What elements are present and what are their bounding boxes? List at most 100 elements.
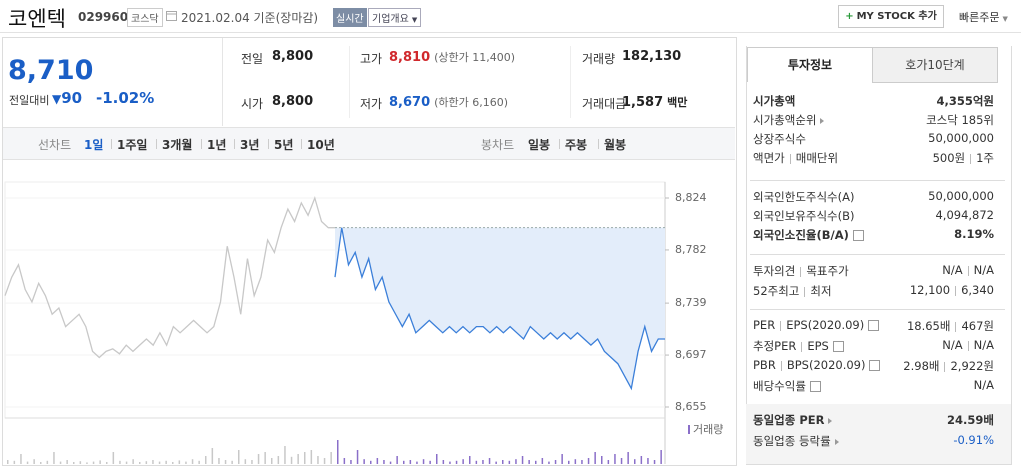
volume-bar xyxy=(290,456,293,464)
volume-bar xyxy=(264,452,266,464)
period-tab[interactable]: 1일 xyxy=(84,138,104,152)
help-icon xyxy=(868,320,880,331)
value-part: 18.65배 xyxy=(906,319,951,333)
volume-bar xyxy=(521,456,524,464)
volume-bar xyxy=(251,460,253,464)
candle-tab[interactable]: 주봉 xyxy=(565,138,588,152)
candle-tab[interactable]: 일봉 xyxy=(528,138,551,152)
tab-separator xyxy=(268,139,269,149)
volume-bar xyxy=(125,461,128,464)
period-tab[interactable]: 10년 xyxy=(307,138,335,152)
value: 8,800 xyxy=(272,94,314,109)
volume-bar xyxy=(383,460,385,464)
price-divider xyxy=(222,38,223,126)
period-tab[interactable]: 5년 xyxy=(274,138,294,152)
section-divider xyxy=(750,180,1005,181)
volume-bar xyxy=(356,450,359,464)
info-value: 18.65배 467원 xyxy=(907,318,994,334)
value: 8,800 xyxy=(272,49,314,64)
summary-label: 저가 xyxy=(360,97,383,111)
summary-value: 8,800 xyxy=(272,94,313,109)
company-info-button[interactable]: 기업개요 ▼ xyxy=(368,8,422,27)
info-label: 액면가 매매단위 xyxy=(753,150,838,166)
label-part: 매매단위 xyxy=(795,151,839,165)
value: 1,587 xyxy=(622,95,664,110)
separator xyxy=(780,320,782,331)
summary-value: 8,670 (하한가 6,160) xyxy=(389,94,508,110)
volume-bar xyxy=(59,461,62,464)
period-tab[interactable]: 1년 xyxy=(207,138,227,152)
mystock-button[interactable]: + MY STOCK 추가 xyxy=(838,5,944,28)
value-part: N/A xyxy=(973,338,994,352)
volume-bar xyxy=(198,460,200,464)
volume-bar xyxy=(370,460,372,464)
extra: (상한가 11,400) xyxy=(434,51,516,64)
volume-bar xyxy=(607,460,610,464)
volume-bar xyxy=(620,458,623,464)
candle-tab[interactable]: 월봉 xyxy=(604,138,627,152)
info-value: 50,000,000 xyxy=(928,189,994,203)
info-label: 외국인한도주식수(A) xyxy=(753,189,854,205)
label-part: 배당수익률 xyxy=(753,379,806,393)
volume-bar xyxy=(422,459,425,464)
tab-separator xyxy=(111,139,112,149)
volume-bar xyxy=(20,454,22,464)
quick-order[interactable]: 빠른주문 ▼ xyxy=(959,11,1008,24)
invest-tab[interactable]: 호가10단계 xyxy=(872,47,998,83)
info-value: N/A N/A xyxy=(942,263,994,277)
separator xyxy=(967,340,969,351)
volume-bar xyxy=(40,462,42,464)
period-tab[interactable]: 3개월 xyxy=(162,138,193,152)
volume-bar xyxy=(442,460,445,464)
value-part: N/A xyxy=(973,263,994,277)
volume-bar xyxy=(469,456,471,464)
line-chart-label: 선차트 xyxy=(38,138,72,152)
period-tab[interactable]: 3년 xyxy=(240,138,260,152)
value-part: 24.59배 xyxy=(947,413,994,427)
volume-bar xyxy=(79,461,82,464)
info-value: 코스닥 185위 xyxy=(926,112,994,128)
volume-bar xyxy=(330,452,332,464)
y-tick-label: 8,739 xyxy=(675,296,707,309)
quick-order-text: 빠른주문 xyxy=(959,11,1000,24)
volume-bar xyxy=(482,460,484,464)
volume-bar xyxy=(99,460,101,464)
tab-separator xyxy=(156,139,157,149)
volume-bar xyxy=(653,460,656,464)
separator xyxy=(800,266,802,277)
separator xyxy=(967,265,969,276)
tab-separator xyxy=(234,139,235,149)
info-label: 시가총액 xyxy=(753,93,795,109)
volume-bar xyxy=(429,460,431,464)
volume-bar xyxy=(86,462,88,464)
info-label: 추정PER EPS xyxy=(753,338,844,354)
value-part: 8.19% xyxy=(954,227,994,241)
volume-bar xyxy=(323,458,326,464)
tab-separator xyxy=(301,139,302,149)
volume-bar xyxy=(561,454,563,464)
volume-bar xyxy=(647,458,649,464)
volume-bar xyxy=(66,460,68,464)
invest-tab[interactable]: 투자정보 xyxy=(747,47,873,82)
label-part: PBR xyxy=(753,358,776,372)
volume-bar xyxy=(277,456,280,464)
info-label: 상장주식수 xyxy=(753,131,806,147)
help-icon xyxy=(832,341,844,352)
change: ▼90 xyxy=(52,89,83,107)
separator xyxy=(944,361,946,372)
label-part: 상장주식수 xyxy=(753,132,806,146)
volume-bar xyxy=(601,456,603,464)
mystock-text: MY STOCK 추가 xyxy=(856,11,937,22)
market-badge: 코스닥 xyxy=(127,8,163,27)
value-part: 50,000,000 xyxy=(928,131,994,145)
volume-bar xyxy=(376,458,379,464)
info-value: -0.91% xyxy=(953,433,994,447)
volume-bar xyxy=(475,460,478,464)
value-part: N/A xyxy=(942,338,963,352)
volume-bar xyxy=(304,452,306,464)
period-tab[interactable]: 1주일 xyxy=(117,138,148,152)
realtime-badge[interactable]: 실시간 xyxy=(333,8,367,27)
info-value: N/A xyxy=(974,378,994,392)
unit: 백만 xyxy=(667,96,688,109)
